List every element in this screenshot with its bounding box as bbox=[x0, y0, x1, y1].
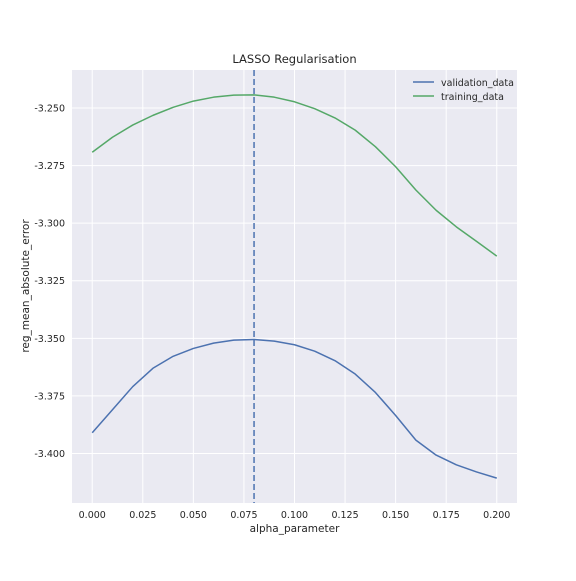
series-lines bbox=[91, 94, 498, 479]
x-tick-label: 0.050 bbox=[180, 510, 207, 521]
y-tick-label: -3.250 bbox=[34, 104, 65, 115]
series-line-training-data bbox=[91, 94, 498, 257]
gridlines bbox=[72, 70, 517, 503]
x-tick-labels: 0.000 0.025 0.050 0.075 0.100 0.125 0.150 0.175… bbox=[79, 510, 511, 521]
x-tick-label: 0.100 bbox=[281, 510, 308, 521]
legend-label: training_data bbox=[441, 92, 504, 103]
legend: validation_data training_data bbox=[413, 78, 514, 103]
y-tick-label: -3.325 bbox=[34, 276, 65, 287]
x-tick-label: 0.000 bbox=[79, 510, 106, 521]
y-tick-labels: -3.250 -3.275 -3.300 -3.325 -3.350 -3.375 -3.4… bbox=[34, 104, 65, 460]
x-tick-label: 0.075 bbox=[230, 510, 257, 521]
y-tick-label: -3.300 bbox=[34, 219, 65, 230]
y-tick-label: -3.275 bbox=[34, 161, 65, 172]
x-tick-label: 0.125 bbox=[331, 510, 358, 521]
x-tick-label: 0.025 bbox=[129, 510, 156, 521]
x-tick-label: 0.175 bbox=[433, 510, 460, 521]
x-tick-label: 0.150 bbox=[382, 510, 409, 521]
legend-label: validation_data bbox=[441, 78, 514, 89]
y-tick-label: -3.375 bbox=[34, 391, 65, 402]
chart-title: LASSO Regularisation bbox=[232, 52, 356, 66]
series-line-validation-data bbox=[91, 338, 497, 479]
y-tick-label: -3.400 bbox=[34, 449, 65, 460]
y-tick-label: -3.350 bbox=[34, 334, 65, 345]
y-axis-label: reg_mean_absolute_error bbox=[20, 219, 32, 353]
x-tick-label: 0.200 bbox=[483, 510, 510, 521]
x-axis-label: alpha_parameter bbox=[250, 523, 340, 535]
